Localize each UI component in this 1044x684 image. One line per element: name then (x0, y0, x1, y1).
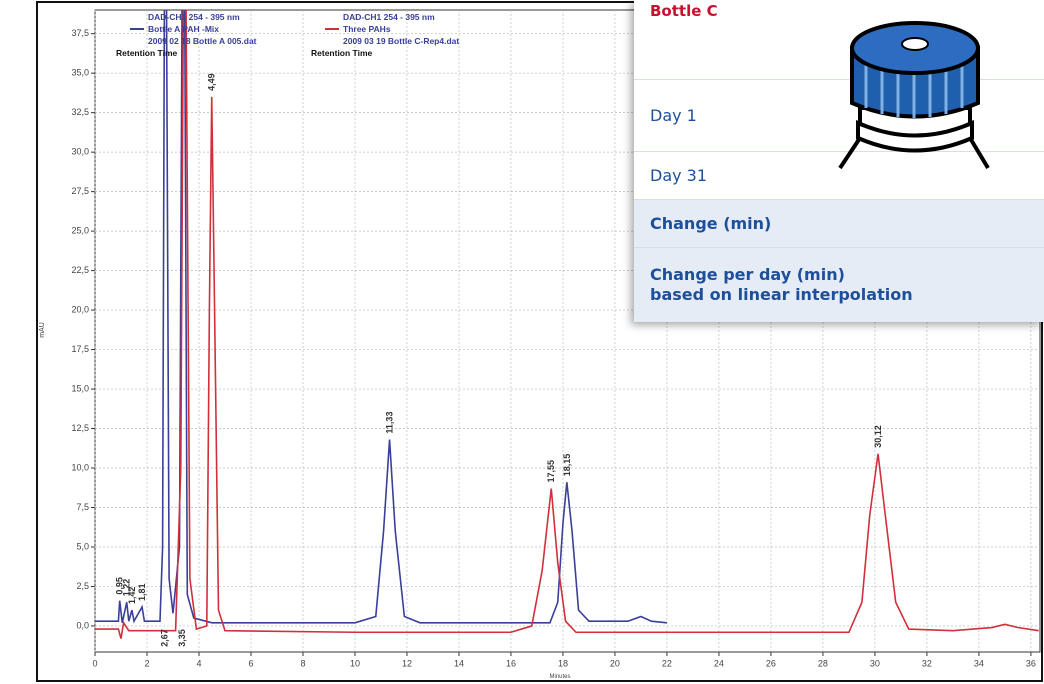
x-tick-label: 36 (1026, 658, 1036, 668)
peak-label: 2,67 (159, 629, 169, 647)
y-tick-label: 17,5 (71, 344, 89, 354)
y-tick-label: 15,0 (71, 383, 89, 393)
y-tick-label: 30,0 (71, 147, 89, 157)
x-tick-label: 14 (454, 658, 464, 668)
y-tick-label: 22,5 (71, 265, 89, 275)
y-tick-label: 0,0 (76, 620, 89, 630)
x-tick-label: 18 (558, 658, 568, 668)
legend-caption: Retention Time (116, 48, 178, 58)
info-card: Bottle C Day 1 Day 31 Change (min) Chang… (634, 0, 1044, 322)
legend-detector: DAD-CH1 254 - 395 nm (343, 12, 435, 22)
y-tick-label: 32,5 (71, 107, 89, 117)
peak-label: 11,33 (385, 412, 395, 434)
y-tick-label: 10,0 (71, 462, 89, 472)
x-tick-label: 2 (144, 658, 149, 668)
y-tick-label: 25,0 (71, 225, 89, 235)
x-tick-label: 4 (196, 658, 201, 668)
x-tick-label: 8 (300, 658, 305, 668)
bottle-icon (838, 21, 990, 170)
y-tick-label: 2,5 (76, 581, 89, 591)
row-label: Day 1 (634, 80, 1044, 152)
y-tick-label: 27,5 (71, 186, 89, 196)
x-tick-label: 26 (766, 658, 776, 668)
x-tick-label: 24 (714, 658, 724, 668)
peak-label: 4,49 (207, 73, 217, 91)
x-tick-label: 22 (662, 658, 672, 668)
row-label: Change (min) (634, 200, 1044, 248)
x-tick-label: 12 (402, 658, 412, 668)
y-tick-label: 5,0 (76, 541, 89, 551)
legend-caption: Retention Time (311, 48, 373, 58)
x-tick-label: 30 (870, 658, 880, 668)
y-tick-label: 7,5 (76, 502, 89, 512)
row-label: Day 31 (634, 152, 1044, 200)
x-tick-label: 32 (922, 658, 932, 668)
y-tick-label: 12,5 (71, 423, 89, 433)
legend-entry: Three PAHs (343, 24, 391, 34)
peak-label: 18,15 (562, 454, 572, 477)
series-line (95, 10, 1039, 639)
x-tick-label: 34 (974, 658, 984, 668)
x-tick-label: 16 (506, 658, 516, 668)
series-line (95, 10, 668, 624)
peak-label: 1,42 (127, 587, 137, 605)
x-tick-label: 20 (610, 658, 620, 668)
y-axis-label: mAU (39, 322, 46, 338)
card-header: Bottle C (634, 0, 1044, 80)
peak-label: 1,81 (137, 583, 147, 601)
peak-label: 0,95 (115, 577, 125, 595)
x-axis-label: Minutes (549, 674, 570, 680)
peak-label: 30,12 (873, 425, 883, 448)
legend-detector: DAD-CH1 254 - 395 nm (148, 12, 240, 22)
peak-label: 1,22 (122, 579, 132, 597)
peak-label: 17,55 (546, 460, 556, 483)
x-tick-label: 28 (818, 658, 828, 668)
x-tick-label: 6 (248, 658, 253, 668)
x-tick-label: 0 (92, 658, 97, 668)
y-tick-label: 35,0 (71, 68, 89, 78)
x-tick-label: 10 (350, 658, 360, 668)
y-tick-label: 20,0 (71, 304, 89, 314)
y-tick-label: 37,5 (71, 28, 89, 38)
legend-entry: Bottle A PAH -Mix (148, 24, 219, 34)
row-label: Change per day (min) based on linear int… (634, 248, 1044, 322)
legend-file: 2009 02 18 Bottle A 005.dat (148, 36, 257, 46)
peak-label: 3,35 (177, 629, 187, 647)
legend-file: 2009 03 19 Bottle C-Rep4.dat (343, 36, 459, 46)
